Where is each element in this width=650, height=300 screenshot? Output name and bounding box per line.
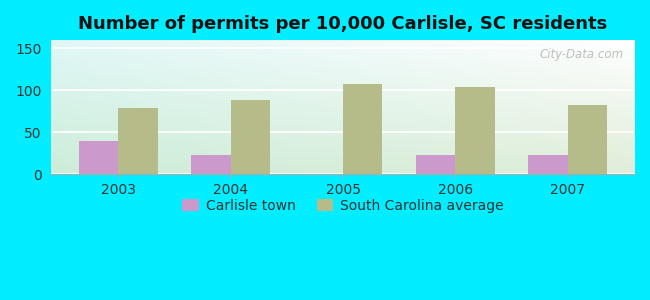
Bar <box>118 108 158 174</box>
Legend: Carlisle town, South Carolina average: Carlisle town, South Carolina average <box>177 193 510 218</box>
Bar <box>79 141 118 174</box>
Bar <box>456 87 495 174</box>
Bar <box>416 155 456 174</box>
Title: Number of permits per 10,000 Carlisle, SC residents: Number of permits per 10,000 Carlisle, S… <box>79 15 608 33</box>
Text: City-Data.com: City-Data.com <box>540 48 623 61</box>
Bar <box>231 100 270 174</box>
Bar <box>343 84 382 174</box>
Bar <box>192 155 231 174</box>
Bar <box>567 106 607 174</box>
Bar <box>528 155 567 174</box>
